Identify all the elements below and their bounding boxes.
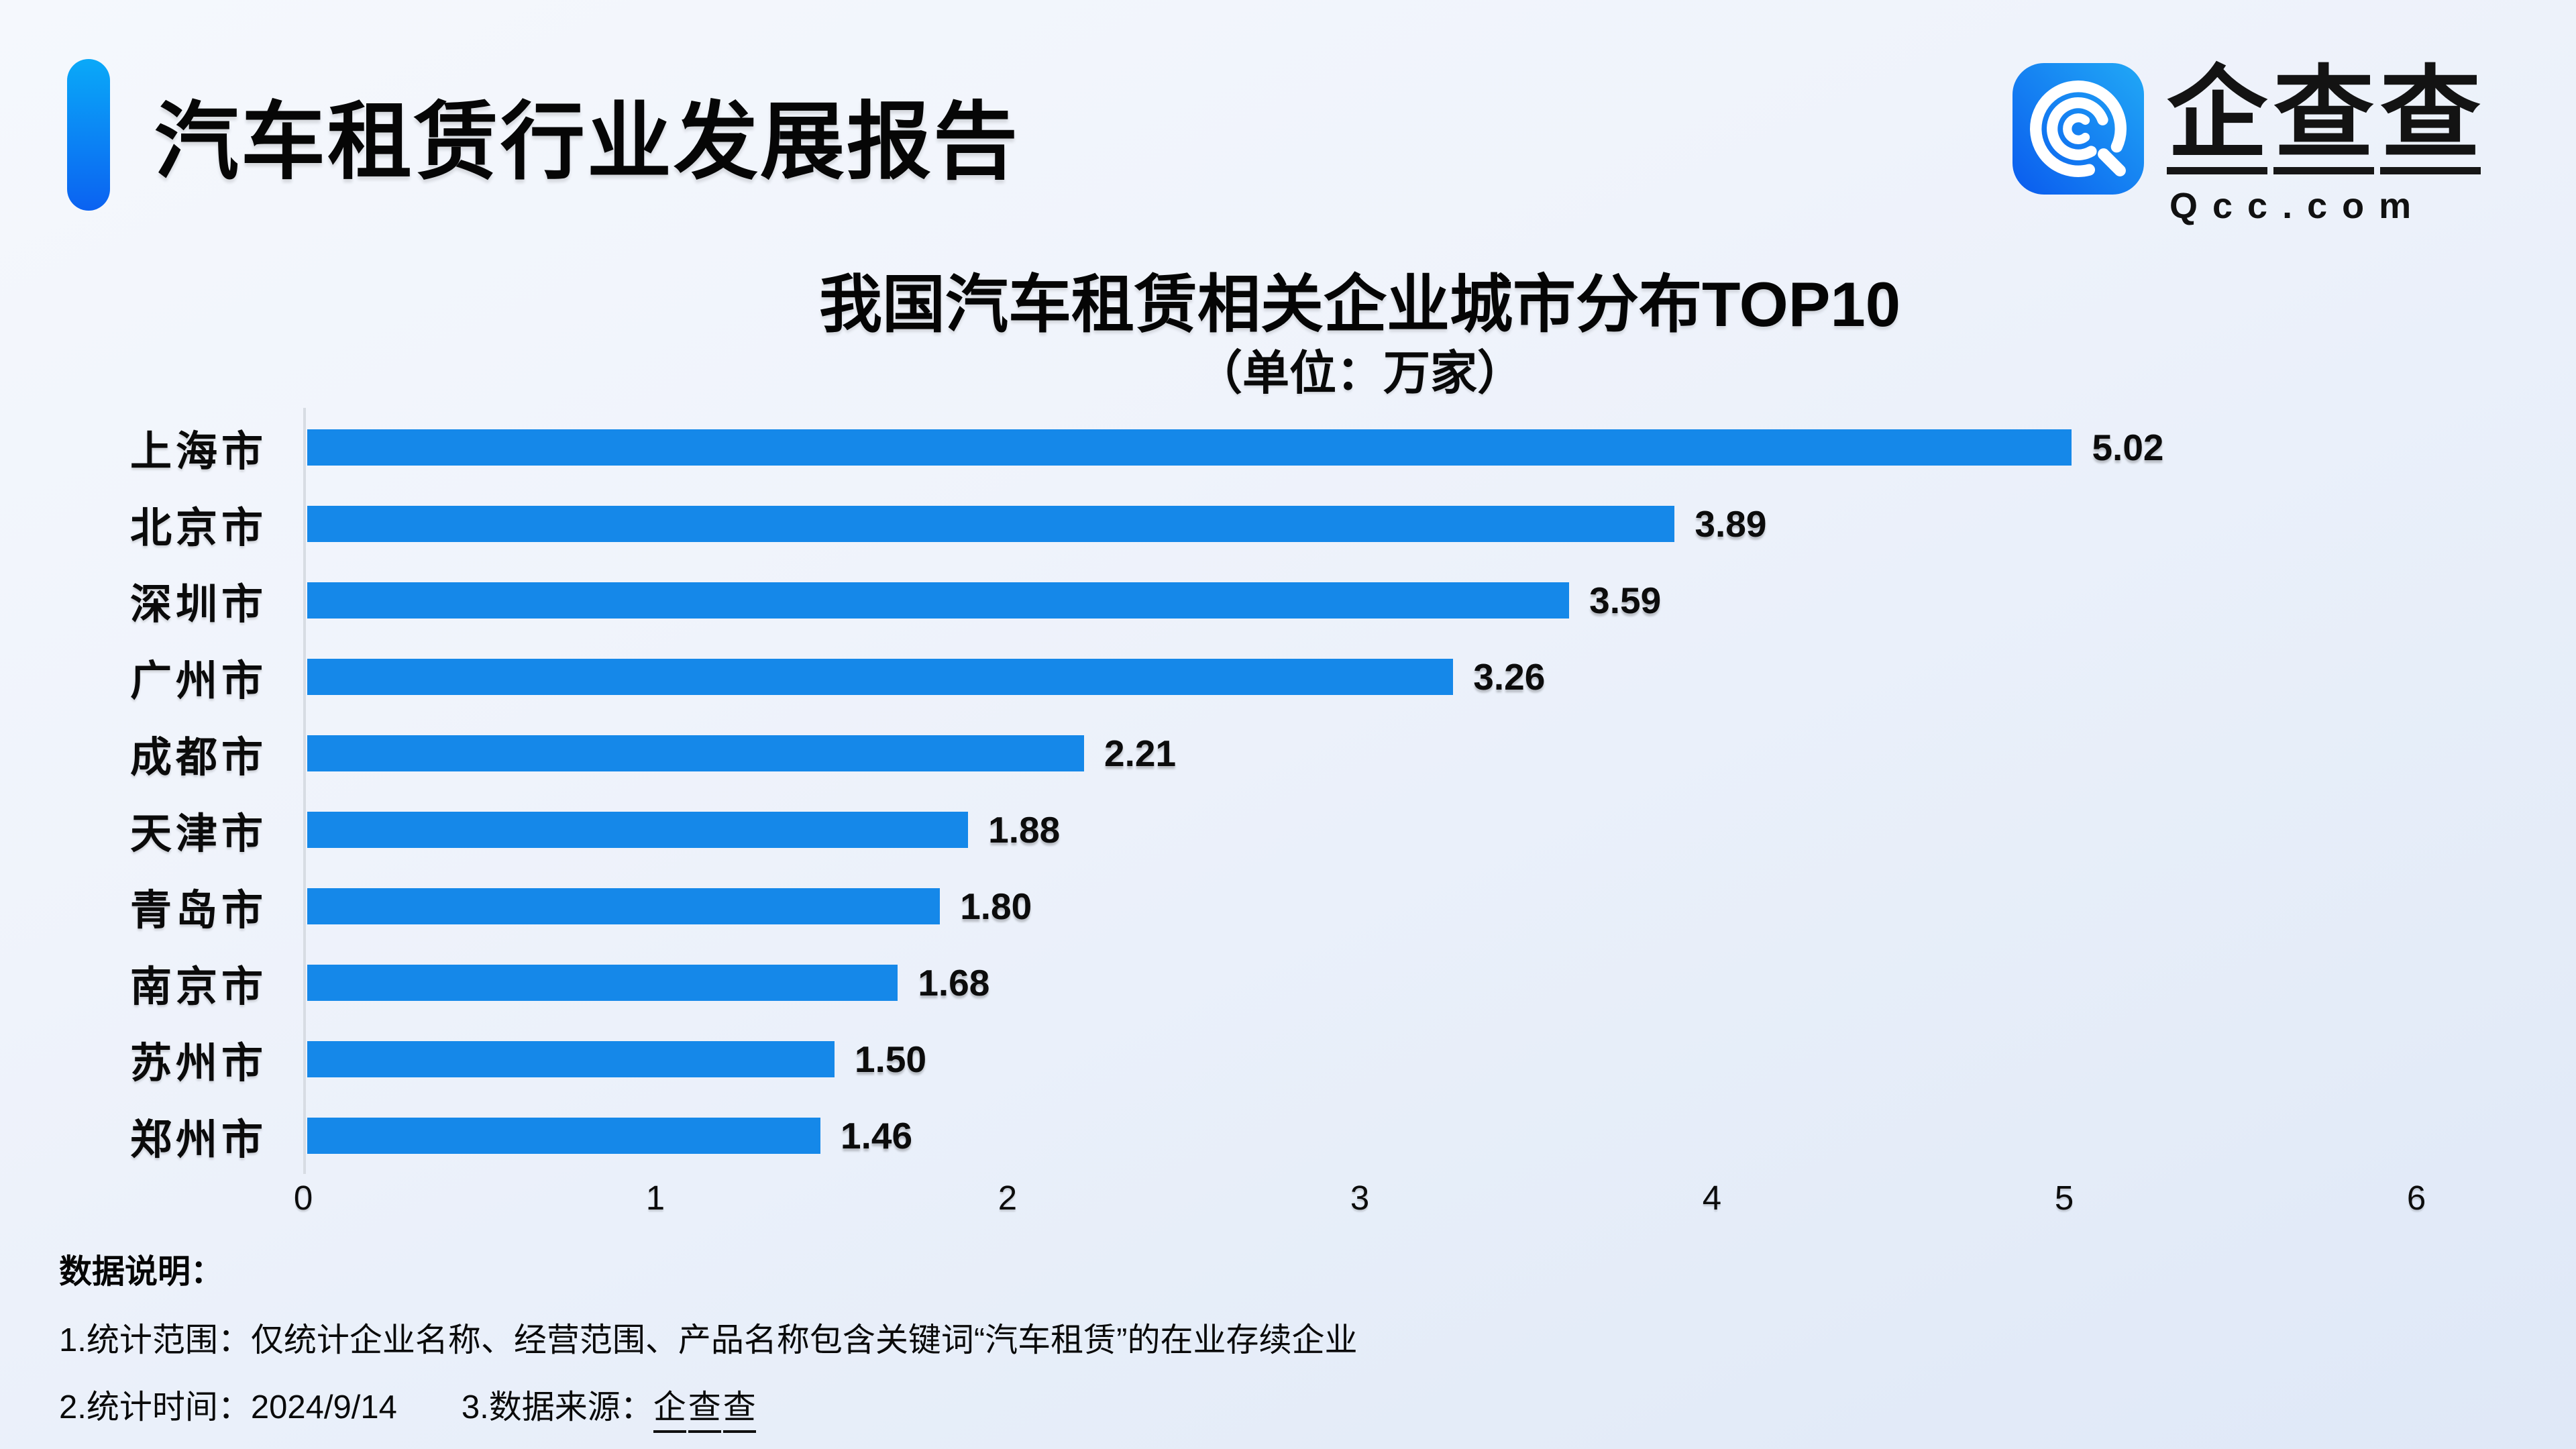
category-labels: 上海市北京市深圳市广州市成都市天津市青岛市南京市苏州市郑州市 bbox=[130, 409, 274, 1174]
footer-note-2: 2.统计时间：2024/9/14 3.数据来源：企查查 bbox=[59, 1381, 2474, 1433]
chart-subtitle: （单位：万家） bbox=[1195, 347, 1524, 399]
bar bbox=[307, 965, 898, 1001]
footer-source-label: 3.数据来源： bbox=[461, 1389, 653, 1426]
bar bbox=[307, 429, 2072, 466]
chart-row: 2.21 bbox=[307, 715, 2416, 792]
qcc-magnifier-icon bbox=[2012, 63, 2144, 195]
bar bbox=[307, 506, 1675, 542]
footer-heading: 数据说明： bbox=[59, 1254, 224, 1290]
chart-row: 1.80 bbox=[307, 868, 2416, 945]
bar bbox=[307, 735, 1085, 771]
x-tick: 6 bbox=[2406, 1179, 2426, 1217]
bar-value: 3.89 bbox=[1695, 503, 1767, 545]
bar-value: 5.02 bbox=[2092, 427, 2164, 468]
footer-note-1: 1.统计范围：仅统计企业名称、经营范围、产品名称包含关键词“汽车租赁”的在业存续… bbox=[59, 1322, 1358, 1358]
logo-brand-char: 企 bbox=[2167, 63, 2268, 174]
page-title: 汽车租赁行业发展报告 bbox=[154, 95, 1020, 189]
footer-source-char: 企 bbox=[653, 1381, 686, 1433]
chart-rows: 5.02 3.89 3.59 3.26 2.21 1.88 1.80 1.68 1.50 1.46 bbox=[307, 409, 2416, 1174]
x-tick: 5 bbox=[2054, 1179, 2074, 1217]
chart-row: 5.02 bbox=[307, 409, 2416, 486]
x-tick: 0 bbox=[293, 1179, 313, 1217]
logo-domain: Qcc.com bbox=[2169, 186, 2426, 226]
footer-source-char: 查 bbox=[722, 1381, 756, 1433]
y-axis-line bbox=[303, 408, 306, 1174]
title-accent-bar bbox=[67, 59, 110, 211]
bar-value: 1.80 bbox=[960, 885, 1032, 927]
chart-title: 我国汽车租赁相关企业城市分布TOP10 bbox=[818, 269, 1901, 339]
chart-row: 1.46 bbox=[307, 1097, 2416, 1174]
bar bbox=[307, 812, 969, 848]
chart-row: 3.89 bbox=[307, 486, 2416, 562]
qcc-logo: 企查查 Qcc.com bbox=[2012, 63, 2481, 227]
bar-value: 1.50 bbox=[855, 1038, 927, 1080]
footer-source-char: 查 bbox=[688, 1381, 721, 1433]
category-label: 深圳市 bbox=[130, 582, 268, 628]
logo-brand-char: 查 bbox=[2273, 63, 2375, 174]
bar bbox=[307, 659, 1454, 695]
x-axis: 0 1 2 3 4 5 6 bbox=[294, 1178, 2426, 1221]
bar-value: 1.88 bbox=[988, 809, 1061, 851]
x-tick: 4 bbox=[1702, 1179, 1722, 1217]
footer-stat-time: 2.统计时间：2024/9/14 bbox=[59, 1389, 397, 1426]
category-label: 郑州市 bbox=[130, 1117, 268, 1163]
x-tick: 3 bbox=[1350, 1179, 1370, 1217]
chart-row: 1.68 bbox=[307, 945, 2416, 1021]
chart-row: 1.50 bbox=[307, 1021, 2416, 1097]
category-label: 青岛市 bbox=[130, 888, 268, 934]
category-label: 成都市 bbox=[130, 735, 268, 781]
x-tick: 2 bbox=[998, 1179, 1018, 1217]
bar-value: 1.68 bbox=[918, 962, 990, 1004]
bar-value: 3.26 bbox=[1473, 656, 1546, 698]
bar bbox=[307, 1041, 835, 1077]
bar-value: 2.21 bbox=[1104, 733, 1177, 774]
chart-row: 1.88 bbox=[307, 792, 2416, 868]
category-label: 北京市 bbox=[130, 505, 268, 551]
category-label: 南京市 bbox=[130, 964, 268, 1010]
x-tick: 1 bbox=[645, 1179, 665, 1217]
bar bbox=[307, 582, 1570, 619]
logo-brand-name: 企查查 bbox=[2167, 63, 2481, 174]
bar-value: 3.59 bbox=[1589, 580, 1662, 621]
chart-row: 3.59 bbox=[307, 562, 2416, 639]
bar bbox=[307, 1118, 821, 1154]
footer-source-name: 企查查 bbox=[653, 1389, 758, 1433]
category-label: 天津市 bbox=[130, 811, 268, 857]
category-label: 广州市 bbox=[130, 658, 268, 704]
logo-text-block: 企查查 Qcc.com bbox=[2167, 63, 2481, 227]
bar-value: 1.46 bbox=[841, 1115, 913, 1157]
chart-row: 3.26 bbox=[307, 639, 2416, 715]
category-label: 苏州市 bbox=[130, 1040, 268, 1087]
logo-brand-char: 查 bbox=[2380, 63, 2481, 174]
bar bbox=[307, 888, 941, 924]
category-label: 上海市 bbox=[130, 429, 268, 475]
